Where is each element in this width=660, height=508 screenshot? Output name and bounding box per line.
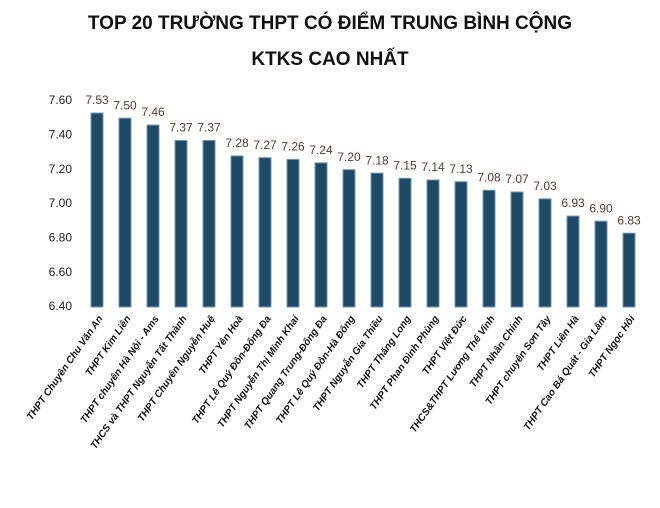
bar bbox=[538, 198, 552, 308]
bar bbox=[566, 215, 580, 308]
value-label: 7.18 bbox=[365, 153, 389, 167]
value-label: 7.13 bbox=[449, 162, 473, 176]
bar bbox=[202, 139, 216, 308]
value-label: 7.15 bbox=[393, 158, 417, 172]
value-label: 7.26 bbox=[281, 140, 305, 154]
bar bbox=[90, 112, 104, 308]
value-label: 6.93 bbox=[561, 196, 585, 210]
value-label: 7.07 bbox=[505, 172, 529, 186]
bar bbox=[454, 181, 468, 308]
bar bbox=[118, 117, 132, 308]
value-label: 7.46 bbox=[141, 105, 165, 119]
value-label: 7.37 bbox=[197, 121, 221, 135]
chart-title: TOP 20 TRƯỜNG THPT CÓ ĐIỂM TRUNG BÌNH CỘ… bbox=[88, 12, 572, 34]
value-label: 7.03 bbox=[533, 179, 557, 193]
y-tick-label: 7.40 bbox=[49, 128, 73, 142]
bar bbox=[146, 124, 160, 308]
value-label: 7.28 bbox=[225, 136, 249, 150]
bar bbox=[342, 169, 356, 308]
value-label: 7.53 bbox=[85, 93, 109, 107]
value-label: 7.37 bbox=[169, 121, 193, 135]
bar bbox=[594, 220, 608, 308]
bar bbox=[622, 232, 636, 308]
value-label: 7.27 bbox=[253, 138, 277, 152]
value-label: 7.50 bbox=[113, 98, 137, 112]
chart-title: KTKS CAO NHẤT bbox=[251, 48, 409, 70]
y-tick-label: 6.80 bbox=[49, 231, 73, 245]
value-label: 7.14 bbox=[421, 160, 445, 174]
bar bbox=[286, 158, 300, 308]
bar bbox=[370, 172, 384, 308]
value-label: 7.24 bbox=[309, 143, 333, 157]
value-label: 7.20 bbox=[337, 150, 361, 164]
bar bbox=[482, 189, 496, 308]
value-label: 7.08 bbox=[477, 170, 501, 184]
bar bbox=[174, 139, 188, 308]
value-label: 6.83 bbox=[617, 213, 641, 227]
bar bbox=[230, 155, 244, 308]
value-label: 6.90 bbox=[589, 201, 613, 215]
bar bbox=[314, 162, 328, 308]
y-tick-label: 7.20 bbox=[49, 162, 73, 176]
bar bbox=[510, 191, 524, 308]
bar bbox=[398, 177, 412, 308]
y-tick-label: 6.60 bbox=[49, 265, 73, 279]
y-tick-label: 7.60 bbox=[49, 93, 73, 107]
bar bbox=[426, 179, 440, 308]
y-tick-label: 7.00 bbox=[49, 196, 73, 210]
y-tick-label: 6.40 bbox=[49, 299, 73, 313]
bar bbox=[258, 157, 272, 308]
